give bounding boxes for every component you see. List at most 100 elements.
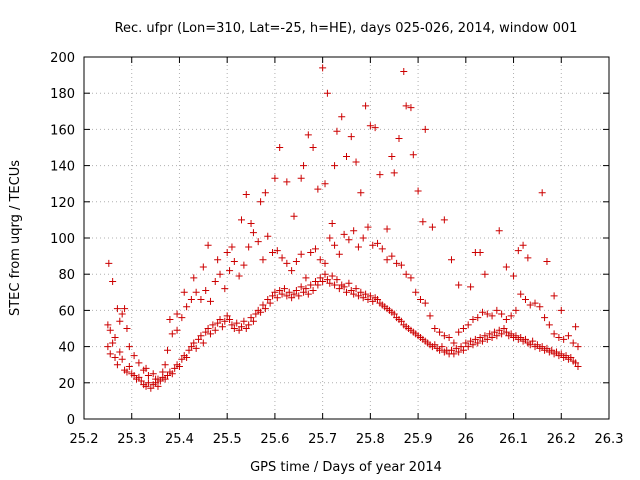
data-point bbox=[510, 272, 518, 280]
data-point bbox=[183, 303, 191, 311]
data-point bbox=[144, 372, 152, 380]
data-point bbox=[538, 343, 546, 351]
data-point bbox=[109, 277, 117, 285]
data-point bbox=[486, 330, 494, 338]
data-point bbox=[531, 299, 539, 307]
data-point bbox=[335, 285, 343, 293]
data-point bbox=[187, 343, 195, 351]
data-point bbox=[195, 335, 203, 343]
data-point bbox=[288, 294, 296, 302]
y-tick-label: 120 bbox=[50, 196, 75, 211]
data-point bbox=[245, 321, 253, 329]
data-point bbox=[300, 288, 308, 296]
data-point bbox=[431, 325, 439, 332]
data-point bbox=[557, 306, 565, 314]
data-point bbox=[173, 310, 181, 318]
y-tick-label: 60 bbox=[58, 304, 75, 319]
data-point bbox=[548, 346, 556, 354]
data-point bbox=[297, 250, 305, 258]
data-point bbox=[323, 276, 331, 284]
data-point bbox=[416, 296, 424, 304]
data-point bbox=[438, 343, 446, 351]
data-point bbox=[105, 259, 113, 267]
data-point bbox=[440, 332, 448, 340]
data-point bbox=[125, 363, 133, 371]
y-tick-label: 100 bbox=[50, 232, 75, 247]
data-point bbox=[572, 323, 580, 331]
data-point bbox=[335, 250, 343, 258]
data-point bbox=[238, 323, 245, 331]
y-tick-label: 140 bbox=[50, 160, 75, 175]
data-point bbox=[359, 234, 367, 242]
data-point bbox=[331, 162, 339, 170]
data-point bbox=[526, 301, 534, 309]
data-point bbox=[574, 363, 582, 371]
data-point bbox=[309, 144, 317, 151]
data-point bbox=[242, 191, 250, 199]
data-point bbox=[569, 339, 577, 347]
data-point bbox=[104, 321, 112, 329]
data-point bbox=[545, 321, 553, 329]
data-point bbox=[125, 343, 133, 351]
data-point bbox=[123, 325, 131, 332]
y-axis-label: STEC from uqrg / TECUs bbox=[8, 160, 23, 316]
data-point bbox=[474, 339, 482, 347]
data-point bbox=[257, 308, 265, 316]
data-point bbox=[378, 245, 386, 253]
data-point bbox=[211, 326, 219, 334]
data-point bbox=[543, 344, 551, 352]
data-point bbox=[223, 248, 231, 256]
data-point bbox=[185, 346, 193, 354]
data-point bbox=[400, 67, 408, 75]
data-point bbox=[113, 361, 121, 369]
data-point bbox=[168, 370, 176, 378]
data-point bbox=[264, 296, 272, 304]
data-point bbox=[366, 292, 374, 300]
data-point bbox=[512, 306, 520, 314]
data-point bbox=[254, 238, 262, 246]
data-point bbox=[455, 328, 463, 336]
data-point bbox=[116, 317, 124, 325]
data-point bbox=[533, 341, 541, 349]
data-point bbox=[326, 279, 334, 287]
data-point bbox=[550, 292, 558, 300]
data-point bbox=[140, 366, 148, 374]
data-point bbox=[328, 220, 336, 228]
data-point bbox=[402, 270, 410, 278]
data-point bbox=[311, 245, 319, 253]
data-point bbox=[426, 312, 434, 320]
data-point bbox=[304, 131, 312, 139]
data-point bbox=[183, 353, 191, 361]
data-point bbox=[247, 314, 255, 322]
x-tick-label: 25.3 bbox=[117, 432, 146, 447]
data-point bbox=[412, 288, 420, 296]
data-point bbox=[235, 326, 243, 334]
data-point bbox=[490, 328, 498, 336]
data-point bbox=[221, 285, 229, 293]
data-point bbox=[572, 359, 580, 367]
data-point bbox=[180, 288, 188, 296]
data-point bbox=[223, 312, 231, 320]
x-tick-label: 26 bbox=[458, 432, 475, 447]
data-point bbox=[457, 343, 465, 351]
x-tick-label: 25.5 bbox=[213, 432, 242, 447]
y-tick-label: 40 bbox=[58, 341, 75, 356]
data-point bbox=[543, 258, 551, 266]
data-point bbox=[292, 286, 300, 294]
data-point bbox=[292, 258, 300, 266]
data-point bbox=[214, 256, 222, 264]
data-point bbox=[297, 174, 305, 182]
data-point bbox=[419, 218, 427, 226]
data-point bbox=[111, 334, 119, 342]
data-point bbox=[502, 315, 510, 323]
data-point bbox=[144, 379, 152, 387]
data-point bbox=[238, 216, 245, 224]
data-point bbox=[137, 377, 145, 385]
data-point bbox=[476, 248, 484, 256]
data-point bbox=[161, 375, 169, 383]
data-point bbox=[326, 234, 334, 242]
data-point bbox=[553, 348, 560, 356]
data-point bbox=[307, 281, 315, 289]
data-point bbox=[514, 247, 522, 255]
